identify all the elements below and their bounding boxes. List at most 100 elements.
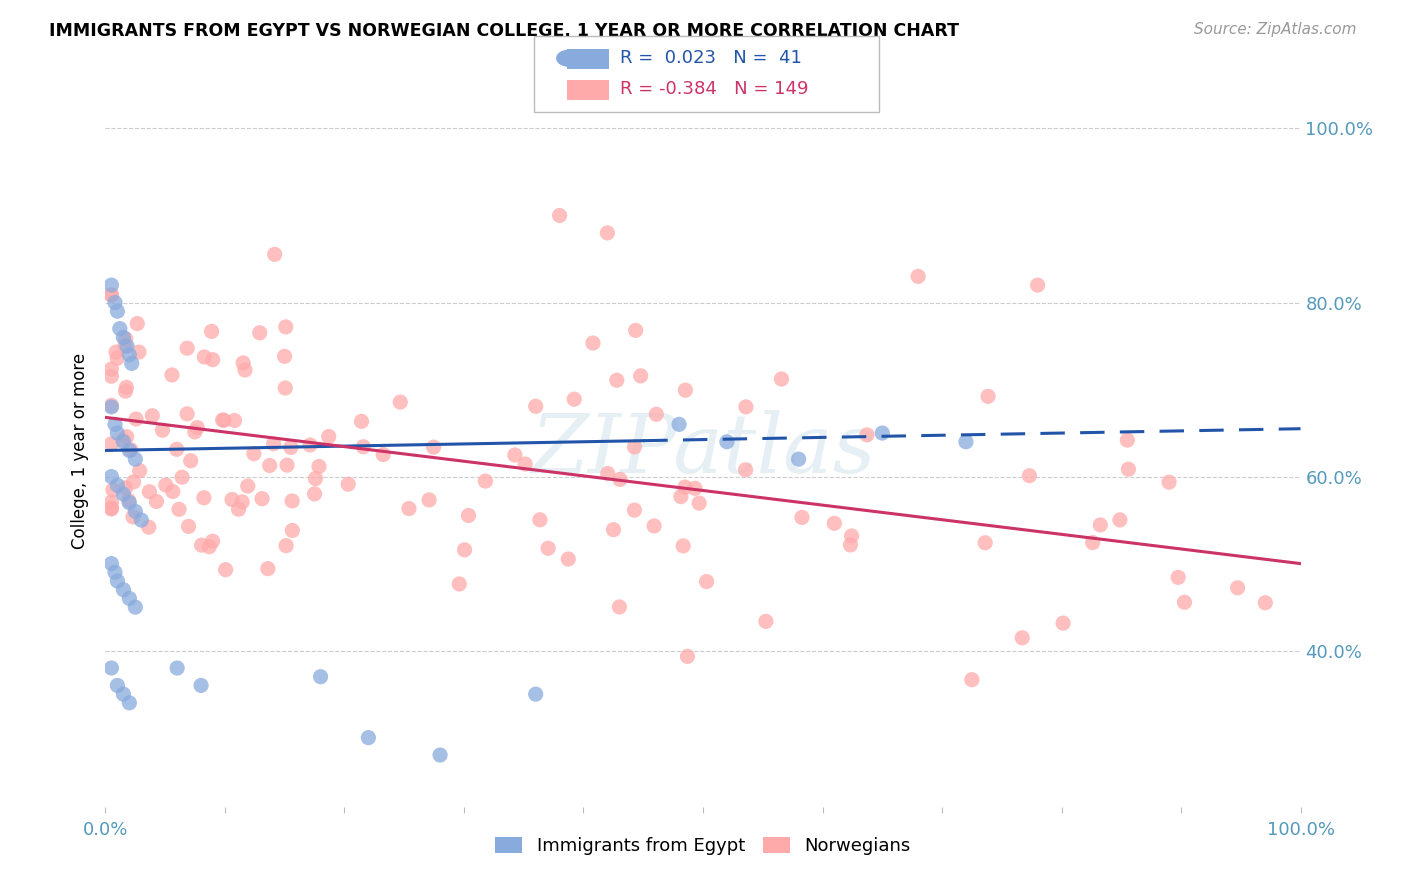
Point <box>457 508 479 523</box>
Point <box>249 326 271 340</box>
Point <box>122 475 145 489</box>
Point <box>198 540 221 554</box>
Point <box>422 440 444 454</box>
Point <box>609 472 631 486</box>
Point <box>398 501 420 516</box>
Point <box>1173 595 1195 609</box>
Point <box>141 409 163 423</box>
Point <box>212 413 235 427</box>
Point <box>176 407 198 421</box>
Text: IMMIGRANTS FROM EGYPT VS NORWEGIAN COLLEGE, 1 YEAR OR MORE CORRELATION CHART: IMMIGRANTS FROM EGYPT VS NORWEGIAN COLLE… <box>49 22 959 40</box>
Point <box>193 350 215 364</box>
Point <box>770 372 793 386</box>
Point <box>214 563 236 577</box>
Point <box>309 670 332 684</box>
Point <box>823 516 845 531</box>
Point <box>645 407 668 421</box>
Point <box>683 481 706 495</box>
Point <box>503 448 526 462</box>
Point <box>281 494 304 508</box>
Point <box>907 269 929 284</box>
Point <box>1116 433 1139 447</box>
Point <box>128 345 150 359</box>
Point <box>623 440 645 454</box>
Point <box>100 495 122 509</box>
Point <box>124 452 146 467</box>
Point <box>186 420 208 434</box>
Point <box>100 502 122 516</box>
Point <box>201 352 224 367</box>
Point <box>350 414 373 428</box>
Point <box>100 661 122 675</box>
Point <box>180 454 202 468</box>
Point <box>128 464 150 478</box>
Point <box>221 492 243 507</box>
Point <box>418 492 440 507</box>
Point <box>100 500 122 515</box>
Point <box>170 470 193 484</box>
Point <box>155 478 177 492</box>
Point <box>515 457 537 471</box>
Point <box>735 400 758 414</box>
Point <box>177 519 200 533</box>
Point <box>673 480 696 494</box>
Point <box>273 349 295 363</box>
Point <box>107 678 129 692</box>
Point <box>120 442 142 457</box>
Point <box>100 398 122 412</box>
Point <box>716 434 738 449</box>
Point <box>118 348 141 362</box>
Point <box>112 434 135 449</box>
Point <box>1167 570 1189 584</box>
Point <box>107 304 129 318</box>
Point <box>668 417 690 432</box>
Point <box>138 484 160 499</box>
Legend: Immigrants from Egypt, Norwegians: Immigrants from Egypt, Norwegians <box>488 830 918 863</box>
Point <box>643 519 665 533</box>
Point <box>190 538 212 552</box>
Point <box>176 341 198 355</box>
Point <box>100 278 122 293</box>
Point <box>167 502 190 516</box>
Point <box>977 389 1000 403</box>
Point <box>100 362 122 376</box>
Point <box>114 384 136 399</box>
Point <box>673 383 696 397</box>
Point <box>1254 596 1277 610</box>
Point <box>734 463 756 477</box>
Point <box>318 429 340 443</box>
Point <box>118 696 141 710</box>
Y-axis label: College, 1 year or more: College, 1 year or more <box>72 352 90 549</box>
Point <box>200 325 222 339</box>
Point <box>166 442 188 457</box>
Point <box>357 731 380 745</box>
Point <box>105 351 128 366</box>
Point <box>755 615 778 629</box>
Point <box>276 458 298 472</box>
Point <box>602 523 624 537</box>
Point <box>166 661 188 675</box>
Point <box>790 510 813 524</box>
Point <box>107 478 129 492</box>
Point <box>1052 616 1074 631</box>
Text: R =  0.023   N =  41: R = 0.023 N = 41 <box>620 49 801 67</box>
Text: R = -0.384   N = 149: R = -0.384 N = 149 <box>620 80 808 98</box>
Point <box>688 496 710 510</box>
Point <box>352 440 374 454</box>
Point <box>115 430 138 444</box>
Point <box>596 467 619 481</box>
Point <box>105 345 128 359</box>
Point <box>127 317 149 331</box>
Point <box>124 504 146 518</box>
Point <box>112 330 135 344</box>
Point <box>122 510 145 524</box>
Text: ZIPatlas: ZIPatlas <box>530 410 876 491</box>
Point <box>582 336 605 351</box>
Point <box>562 392 585 407</box>
Point <box>138 520 160 534</box>
Point <box>1026 278 1049 293</box>
Point <box>190 678 212 692</box>
Point <box>304 487 326 501</box>
Point <box>104 417 127 432</box>
Point <box>236 479 259 493</box>
